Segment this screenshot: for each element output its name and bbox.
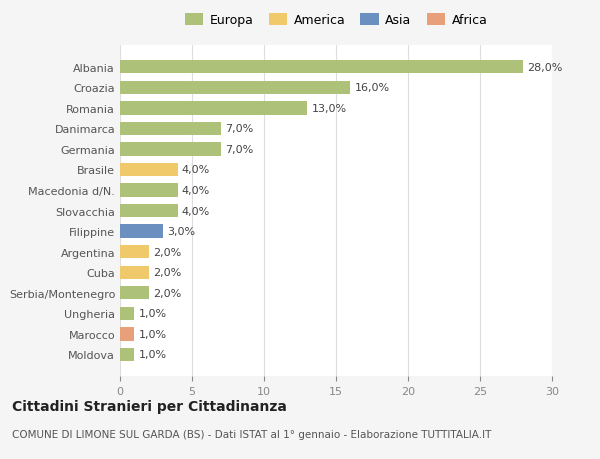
Text: 1,0%: 1,0%: [139, 350, 167, 360]
Text: 1,0%: 1,0%: [139, 309, 167, 319]
Bar: [120, 81, 350, 95]
Text: 3,0%: 3,0%: [167, 227, 196, 237]
Bar: [120, 184, 178, 197]
Text: 7,0%: 7,0%: [225, 145, 253, 155]
Text: 2,0%: 2,0%: [153, 268, 181, 278]
Text: 1,0%: 1,0%: [139, 329, 167, 339]
Text: 28,0%: 28,0%: [527, 62, 563, 73]
Text: 13,0%: 13,0%: [311, 104, 347, 113]
Bar: [120, 307, 134, 320]
Bar: [120, 102, 307, 115]
Text: COMUNE DI LIMONE SUL GARDA (BS) - Dati ISTAT al 1° gennaio - Elaborazione TUTTIT: COMUNE DI LIMONE SUL GARDA (BS) - Dati I…: [12, 429, 491, 439]
Text: 4,0%: 4,0%: [182, 185, 210, 196]
Text: Cittadini Stranieri per Cittadinanza: Cittadini Stranieri per Cittadinanza: [12, 399, 287, 413]
Bar: [120, 61, 523, 74]
Bar: [120, 204, 178, 218]
Bar: [120, 328, 134, 341]
Bar: [120, 246, 149, 259]
Text: 4,0%: 4,0%: [182, 206, 210, 216]
Bar: [120, 286, 149, 300]
Bar: [120, 123, 221, 136]
Bar: [120, 225, 163, 238]
Text: 2,0%: 2,0%: [153, 288, 181, 298]
Text: 2,0%: 2,0%: [153, 247, 181, 257]
Text: 16,0%: 16,0%: [355, 83, 390, 93]
Bar: [120, 163, 178, 177]
Text: 4,0%: 4,0%: [182, 165, 210, 175]
Bar: [120, 348, 134, 361]
Legend: Europa, America, Asia, Africa: Europa, America, Asia, Africa: [179, 9, 493, 32]
Text: 7,0%: 7,0%: [225, 124, 253, 134]
Bar: [120, 143, 221, 156]
Bar: [120, 266, 149, 280]
